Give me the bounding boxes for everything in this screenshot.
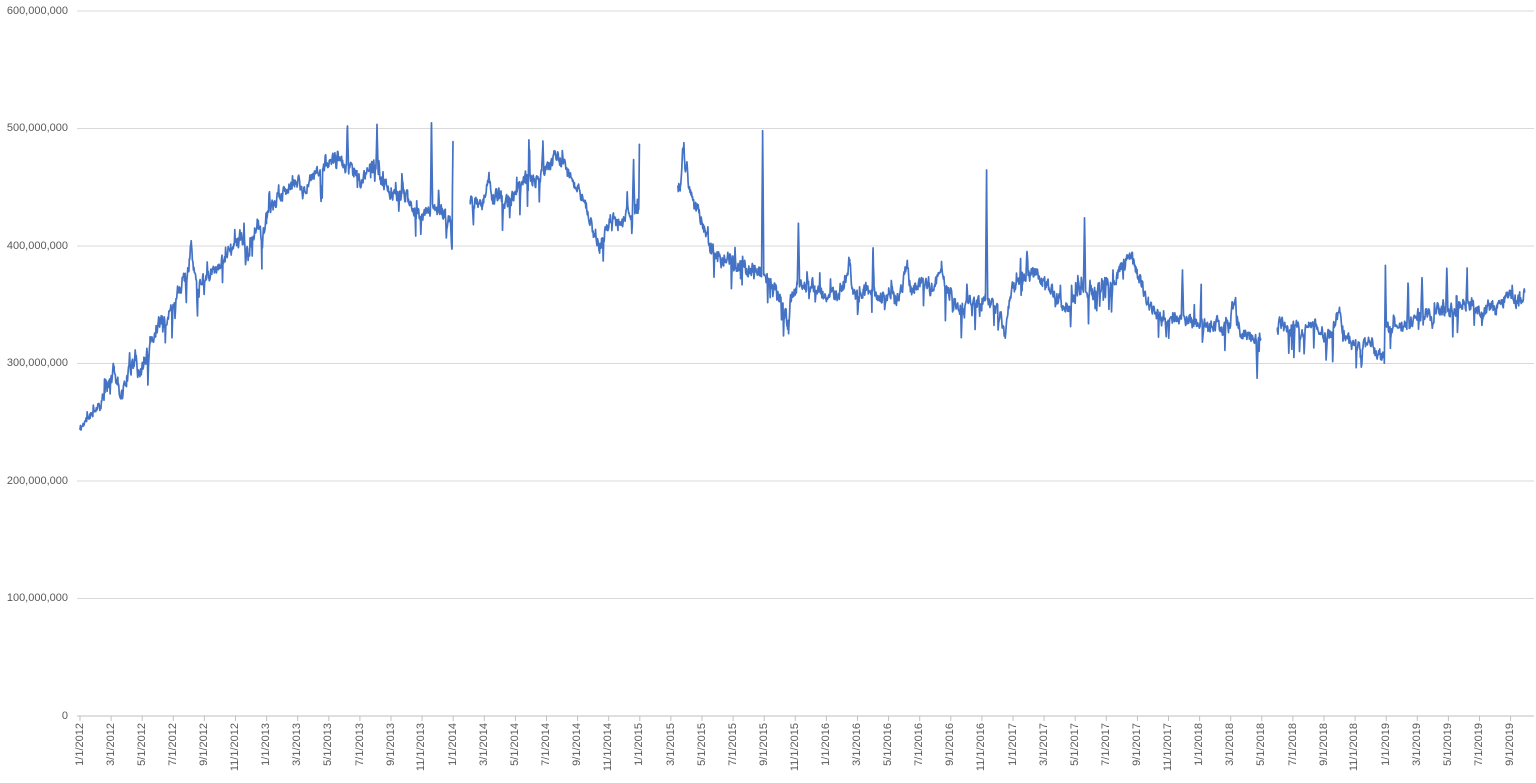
x-axis-label: 1/1/2016 xyxy=(819,723,832,766)
x-axis-label: 7/1/2015 xyxy=(726,723,739,766)
x-axis-label: 9/1/2019 xyxy=(1504,723,1517,766)
x-axis-label: 5/1/2014 xyxy=(508,723,521,766)
x-axis-label: 9/1/2017 xyxy=(1130,723,1143,766)
x-axis-label: 11/1/2018 xyxy=(1348,723,1361,772)
x-axis-label: 1/1/2013 xyxy=(260,723,273,766)
x-axis-label: 3/1/2016 xyxy=(851,723,863,766)
x-axis-label: 7/1/2019 xyxy=(1473,723,1485,766)
x-axis xyxy=(77,715,1534,721)
x-axis-label: 1/1/2015 xyxy=(633,723,646,766)
x-axis-label: 7/1/2016 xyxy=(913,723,926,766)
x-axis-label: 5/1/2019 xyxy=(1441,723,1454,766)
y-axis-label: 200,000,000 xyxy=(6,474,68,487)
x-axis-label: 9/1/2013 xyxy=(384,723,397,766)
x-axis-label: 5/1/2018 xyxy=(1255,723,1268,766)
y-axis-label: 400,000,000 xyxy=(6,239,68,252)
x-axis-label: 1/1/2012 xyxy=(73,723,86,766)
x-axis-label: 9/1/2012 xyxy=(197,723,210,766)
x-axis-label: 5/1/2015 xyxy=(695,723,708,766)
x-axis-label: 5/1/2017 xyxy=(1068,723,1081,766)
x-axis-label: 11/1/2016 xyxy=(975,723,988,772)
x-axis-label: 3/1/2019 xyxy=(1410,723,1423,766)
x-axis-label: 9/1/2014 xyxy=(571,723,584,766)
x-axis-label: 7/1/2017 xyxy=(1099,723,1112,766)
x-axis-label: 7/1/2014 xyxy=(540,723,552,766)
x-axis-label: 7/1/2018 xyxy=(1286,723,1299,766)
x-axis-label: 1/1/2019 xyxy=(1379,723,1392,766)
x-axis-label: 9/1/2018 xyxy=(1317,723,1330,766)
x-axis-label: 11/1/2015 xyxy=(788,723,801,772)
x-axis-label: 7/1/2012 xyxy=(166,723,179,766)
x-axis-label: 11/1/2014 xyxy=(602,723,615,772)
x-axis-label: 3/1/2014 xyxy=(477,723,490,766)
y-axis-label: 300,000,000 xyxy=(6,357,68,369)
gridlines xyxy=(77,10,1534,599)
x-axis-label: 3/1/2017 xyxy=(1037,723,1050,766)
x-axis-label: 5/1/2013 xyxy=(322,723,335,766)
x-axis-label: 1/1/2014 xyxy=(446,723,459,766)
x-axis-label: 7/1/2013 xyxy=(353,723,366,766)
x-axis-label: 11/1/2017 xyxy=(1162,723,1174,772)
series-line xyxy=(79,121,1526,431)
y-axis-label: 600,000,000 xyxy=(6,4,68,17)
x-axis-label: 9/1/2015 xyxy=(757,723,770,766)
y-axis-label: 100,000,000 xyxy=(6,592,68,604)
x-axis-label: 1/1/2017 xyxy=(1006,723,1019,766)
x-axis-label: 1/1/2018 xyxy=(1193,723,1206,766)
x-axis-label: 5/1/2012 xyxy=(135,723,148,766)
x-axis-label: 3/1/2013 xyxy=(291,723,304,766)
y-axis-label: 0 xyxy=(61,709,68,722)
x-axis-label: 11/1/2013 xyxy=(415,723,428,772)
x-axis-label: 5/1/2016 xyxy=(882,723,895,766)
x-axis-label: 3/1/2018 xyxy=(1224,723,1237,766)
x-axis-label: 11/1/2012 xyxy=(229,723,241,772)
y-axis-label: 500,000,000 xyxy=(6,122,68,134)
x-axis-label: 3/1/2012 xyxy=(104,723,117,766)
x-axis-label: 3/1/2015 xyxy=(664,723,677,766)
x-axis-label: 9/1/2016 xyxy=(944,723,957,766)
